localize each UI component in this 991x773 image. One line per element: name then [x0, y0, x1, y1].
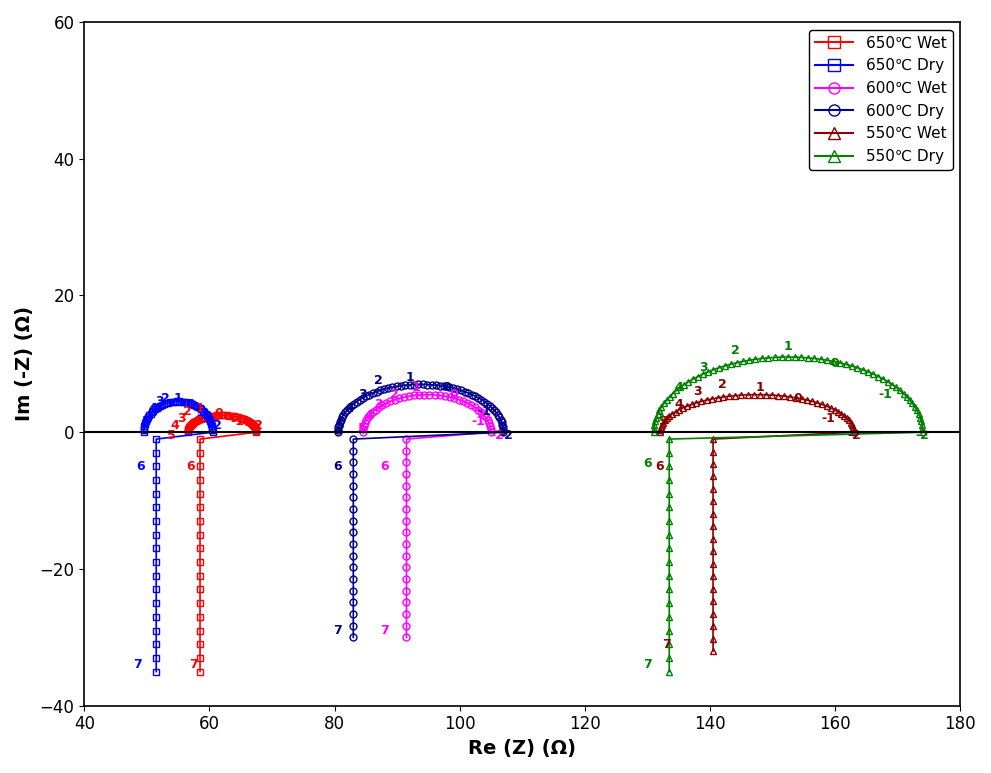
Text: 5: 5	[655, 409, 664, 421]
Text: 2: 2	[730, 344, 739, 356]
Text: 0: 0	[214, 407, 223, 420]
Text: 6: 6	[643, 457, 652, 469]
Text: 4: 4	[170, 419, 179, 432]
Legend: 650℃ Wet, 650℃ Dry, 600℃ Wet, 600℃ Dry, 550℃ Wet, 550℃ Dry: 650℃ Wet, 650℃ Dry, 600℃ Wet, 600℃ Dry, …	[810, 29, 952, 170]
Text: 1: 1	[195, 402, 204, 415]
Text: 6: 6	[137, 460, 145, 473]
Text: 6: 6	[186, 460, 195, 473]
Text: -2: -2	[847, 429, 861, 442]
Text: 0: 0	[186, 398, 195, 411]
Text: -1: -1	[822, 412, 835, 425]
Text: -2: -2	[250, 419, 264, 432]
Text: 1: 1	[755, 381, 764, 394]
Text: 2: 2	[374, 374, 383, 387]
Text: 3: 3	[177, 412, 185, 425]
Text: 6: 6	[333, 460, 342, 473]
Text: 2: 2	[183, 405, 192, 418]
X-axis label: Re (Z) (Ω): Re (Z) (Ω)	[468, 739, 576, 758]
Text: 7: 7	[643, 658, 652, 671]
Text: 2: 2	[718, 378, 726, 391]
Text: -1: -1	[478, 405, 492, 418]
Text: 4: 4	[346, 402, 355, 415]
Text: 1: 1	[411, 381, 420, 394]
Text: -1: -1	[231, 415, 245, 428]
Text: 1: 1	[405, 371, 414, 384]
Text: -2: -2	[499, 429, 513, 442]
Text: 0: 0	[443, 381, 452, 394]
Text: 7: 7	[333, 624, 342, 637]
Text: 4: 4	[149, 402, 158, 415]
Text: 5: 5	[143, 415, 152, 428]
Text: 7: 7	[381, 624, 388, 637]
Text: 5: 5	[659, 415, 667, 428]
Text: 3: 3	[700, 361, 708, 374]
Text: 0: 0	[830, 357, 839, 370]
Text: 3: 3	[155, 395, 164, 408]
Text: 1: 1	[784, 340, 793, 353]
Text: 5: 5	[167, 429, 176, 442]
Text: 3: 3	[693, 385, 702, 398]
Text: 7: 7	[662, 638, 671, 651]
Text: 5: 5	[336, 419, 345, 432]
Text: -1: -1	[878, 388, 892, 401]
Text: 5: 5	[359, 422, 367, 435]
Text: 4: 4	[674, 381, 683, 394]
Text: 6: 6	[656, 460, 664, 473]
Text: 7: 7	[189, 658, 198, 671]
Text: 2: 2	[162, 392, 170, 404]
Text: 2: 2	[389, 388, 398, 401]
Text: -1: -1	[196, 409, 210, 421]
Text: 6: 6	[381, 460, 388, 473]
Text: 4: 4	[674, 398, 683, 411]
Text: 4: 4	[365, 409, 374, 421]
Text: -2: -2	[209, 419, 223, 432]
Text: -2: -2	[491, 429, 504, 442]
Text: 1: 1	[173, 392, 182, 404]
Text: 7: 7	[133, 658, 142, 671]
Text: 3: 3	[374, 398, 383, 411]
Text: 0: 0	[449, 388, 458, 401]
Text: -2: -2	[916, 429, 930, 442]
Text: -1: -1	[472, 415, 486, 428]
Y-axis label: Im (-Z) (Ω): Im (-Z) (Ω)	[15, 306, 34, 421]
Text: 3: 3	[359, 388, 367, 401]
Text: 0: 0	[793, 392, 802, 404]
